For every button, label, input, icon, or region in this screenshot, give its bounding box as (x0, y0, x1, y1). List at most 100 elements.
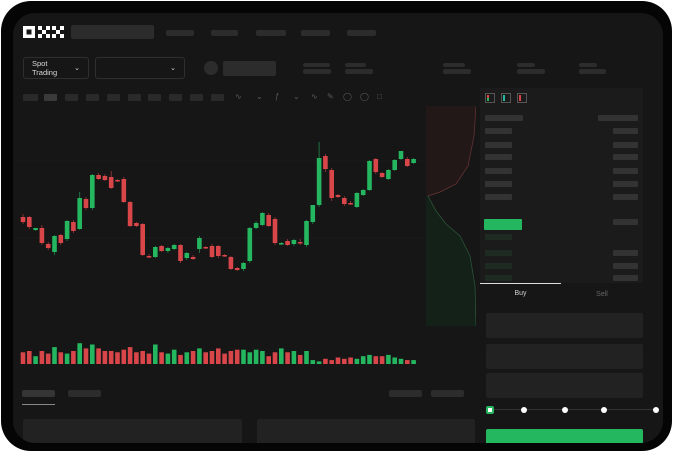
pair-dropdown[interactable]: ⌄ (95, 57, 185, 79)
candle-body[interactable] (184, 253, 190, 258)
candle-body[interactable] (127, 202, 133, 226)
candle-body[interactable] (134, 223, 139, 226)
timeframe-button[interactable] (65, 94, 78, 101)
candle-body[interactable] (297, 242, 303, 244)
candle-body[interactable] (197, 238, 202, 249)
orderbook-asks-icon[interactable] (517, 93, 527, 103)
timeframe-button[interactable] (107, 94, 120, 101)
candle-body[interactable] (373, 159, 379, 172)
slider-step-100[interactable] (653, 407, 659, 413)
nav-item[interactable] (347, 30, 376, 36)
timeframe-button[interactable] (148, 94, 161, 101)
fx-icon[interactable]: ƒ (275, 92, 280, 101)
candle-body[interactable] (216, 246, 221, 256)
candle-body[interactable] (83, 199, 89, 208)
candle-body[interactable] (190, 257, 196, 259)
candle-body[interactable] (348, 203, 353, 205)
candle-body[interactable] (367, 161, 372, 190)
candle-body[interactable] (45, 244, 51, 248)
candle-body[interactable] (153, 247, 158, 257)
timeframe-button[interactable] (44, 94, 57, 101)
candle-body[interactable] (304, 221, 309, 245)
timeframe-button[interactable] (169, 94, 182, 101)
tab-order-history[interactable] (68, 390, 101, 397)
candle-body[interactable] (279, 243, 284, 245)
candle-body[interactable] (323, 156, 328, 169)
candle-body[interactable] (398, 151, 404, 159)
candle-body[interactable] (159, 246, 164, 251)
timeframe-button[interactable] (211, 94, 224, 101)
amount-input[interactable] (486, 344, 643, 369)
candle-body[interactable] (392, 160, 397, 170)
candle-body[interactable] (247, 228, 253, 261)
candle-body[interactable] (64, 221, 70, 239)
candle-body[interactable] (241, 263, 246, 269)
timeframe-button[interactable] (86, 94, 99, 101)
candle-body[interactable] (266, 215, 271, 226)
candle-body[interactable] (329, 170, 334, 198)
candle-body[interactable] (203, 247, 208, 249)
candle-body[interactable] (291, 240, 297, 244)
candle-body[interactable] (379, 173, 385, 177)
target-icon[interactable]: ◯ (360, 92, 369, 101)
candle-body[interactable] (102, 176, 108, 180)
candle-body[interactable] (342, 198, 347, 204)
nav-item[interactable] (301, 30, 330, 36)
pencil-icon[interactable]: ✎ (327, 92, 334, 101)
candle-body[interactable] (33, 228, 38, 230)
candle-body[interactable] (96, 175, 101, 179)
indicator-icon[interactable]: ∿ (235, 92, 242, 101)
candle-body[interactable] (115, 180, 120, 182)
filter-button[interactable] (431, 390, 464, 397)
candle-body[interactable] (108, 177, 114, 188)
candle-body[interactable] (310, 205, 316, 222)
market-type-dropdown[interactable]: Spot Trading ⌄ (23, 57, 89, 79)
candle-body[interactable] (140, 224, 145, 255)
okx-logo[interactable] (23, 25, 65, 39)
candle-body[interactable] (39, 228, 45, 243)
candle-body[interactable] (52, 236, 57, 252)
candle-body[interactable] (178, 245, 183, 261)
price-input[interactable] (486, 313, 643, 338)
candle-body[interactable] (285, 241, 290, 245)
nav-item[interactable] (256, 30, 286, 36)
fullscreen-icon[interactable]: □ (377, 92, 382, 101)
candle-body[interactable] (354, 193, 360, 207)
line-tool-icon[interactable]: ∿ (311, 92, 318, 101)
candle-body[interactable] (20, 217, 26, 222)
settings-icon[interactable]: ◯ (343, 92, 352, 101)
candle-body[interactable] (260, 213, 265, 225)
tab-buy[interactable]: Buy (514, 290, 527, 297)
total-input[interactable] (486, 373, 643, 398)
slider-step-75[interactable] (601, 407, 607, 413)
candle-body[interactable] (360, 190, 366, 195)
candle-body[interactable] (77, 198, 82, 229)
candle-body[interactable] (405, 159, 410, 166)
candle-body[interactable] (58, 235, 64, 243)
slider-step-25[interactable] (521, 407, 527, 413)
timeframe-button[interactable] (190, 94, 203, 101)
timeframe-button[interactable] (23, 94, 38, 101)
slider-handle[interactable] (486, 406, 494, 414)
candle-body[interactable] (253, 223, 259, 228)
buy-button[interactable] (486, 429, 643, 443)
candle-body[interactable] (234, 268, 240, 270)
timeframe-button[interactable] (128, 94, 141, 101)
candle-body[interactable] (335, 195, 341, 197)
tab-open-orders[interactable] (22, 390, 55, 397)
candle-body[interactable] (171, 245, 177, 249)
candle-body[interactable] (228, 257, 234, 269)
candle-body[interactable] (146, 256, 152, 258)
orderbook-both-icon[interactable] (485, 93, 495, 103)
candle-body[interactable] (209, 246, 215, 257)
tab-sell[interactable]: Sell (596, 291, 608, 298)
candle-body[interactable] (411, 159, 416, 163)
candle-body[interactable] (121, 179, 127, 202)
slider-step-50[interactable] (562, 407, 568, 413)
percent-slider[interactable] (489, 409, 655, 410)
candle-body[interactable] (71, 222, 76, 231)
candle-body[interactable] (27, 217, 32, 227)
nav-item[interactable] (166, 30, 194, 36)
filter-button[interactable] (389, 390, 422, 397)
candle-body[interactable] (165, 248, 171, 251)
